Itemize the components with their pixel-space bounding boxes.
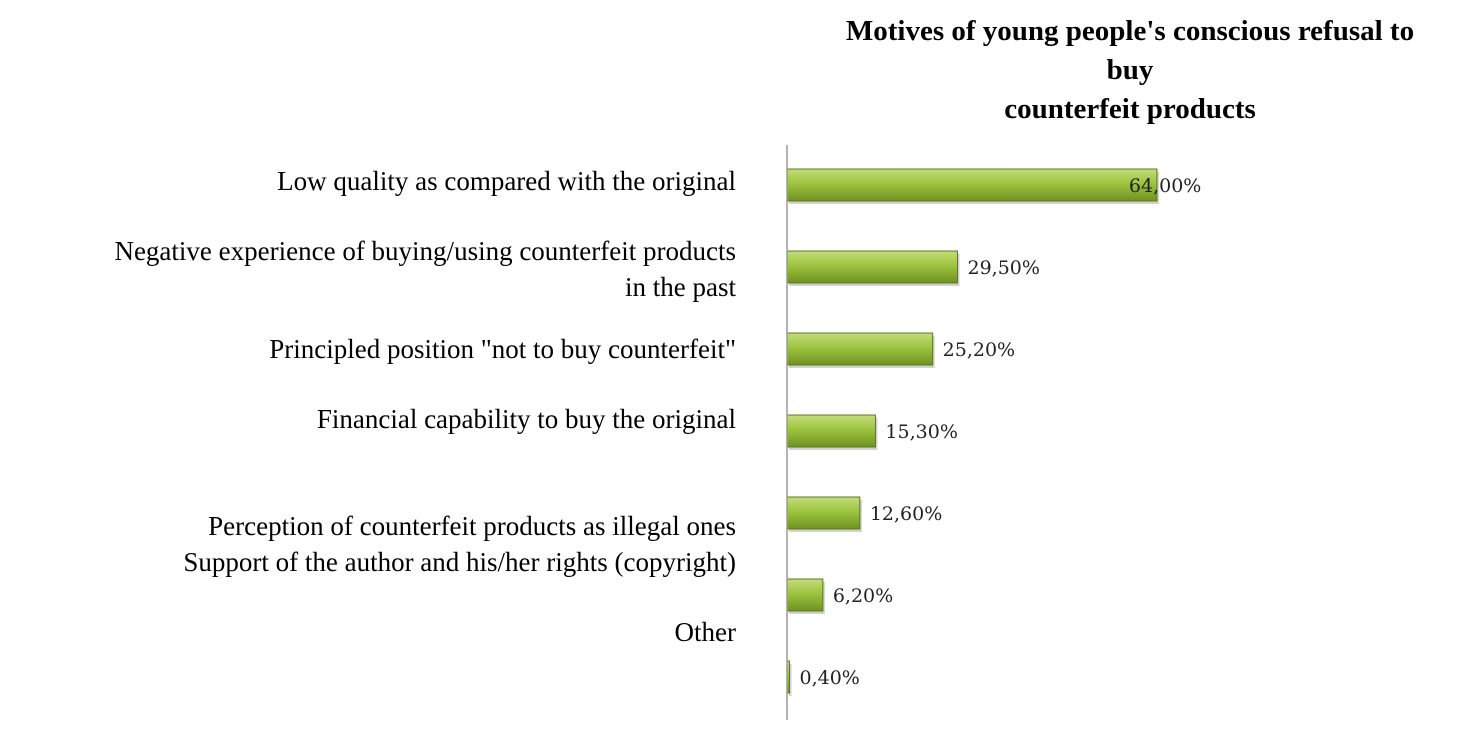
category-label-4-line-1: Financial capability to buy the original (316, 404, 736, 434)
category-label-3-line-1: Principled position "not to buy counterf… (269, 334, 736, 364)
category-label-4: Financial capability to buy the original (6, 401, 736, 437)
bar-2 (786, 250, 959, 284)
value-label-4: 15,30% (885, 421, 957, 443)
value-label-3: 25,20% (943, 339, 1015, 361)
category-label-3: Principled position "not to buy counterf… (6, 331, 736, 367)
bar-3 (786, 332, 934, 366)
bar-6 (786, 578, 824, 612)
category-label-2: Negative experience of buying/using coun… (6, 233, 736, 305)
category-label-5-line-2: Support of the author and his/her rights… (183, 547, 736, 577)
value-label-7: 0,40% (800, 667, 860, 689)
chart-title: Motives of young people's conscious refu… (790, 12, 1469, 129)
chart-title-line-3: counterfeit products (1004, 93, 1256, 125)
category-label-1-line-1: Low quality as compared with the origina… (277, 166, 736, 196)
category-label-6-line-1: Other (674, 617, 736, 647)
value-label-1: 64,00% (1129, 175, 1201, 197)
value-label-6: 6,20% (833, 585, 893, 607)
category-label-1: Low quality as compared with the origina… (6, 163, 736, 199)
value-label-5: 12,60% (870, 503, 942, 525)
category-label-2-line-2: in the past (625, 272, 736, 302)
category-label-6: Other (6, 614, 736, 650)
bar-4 (786, 414, 876, 448)
value-label-2: 29,50% (968, 257, 1040, 279)
bar-1 (786, 168, 1158, 202)
bars-group: 64,00% 29,50% 25,20% 15,30% 12,60% 6,20% 0,40% (786, 168, 1201, 696)
bar-shadow (789, 664, 792, 696)
category-label-5-line-1: Perception of counterfeit products as il… (208, 511, 736, 541)
category-label-2-line-1: Negative experience of buying/using coun… (114, 236, 736, 266)
chart-title-line-1: Motives of young people's conscious refu… (845, 15, 1415, 47)
bar-5 (786, 496, 861, 530)
category-label-5: Perception of counterfeit products as il… (6, 508, 736, 580)
chart-title-line-2: buy (1106, 54, 1154, 86)
